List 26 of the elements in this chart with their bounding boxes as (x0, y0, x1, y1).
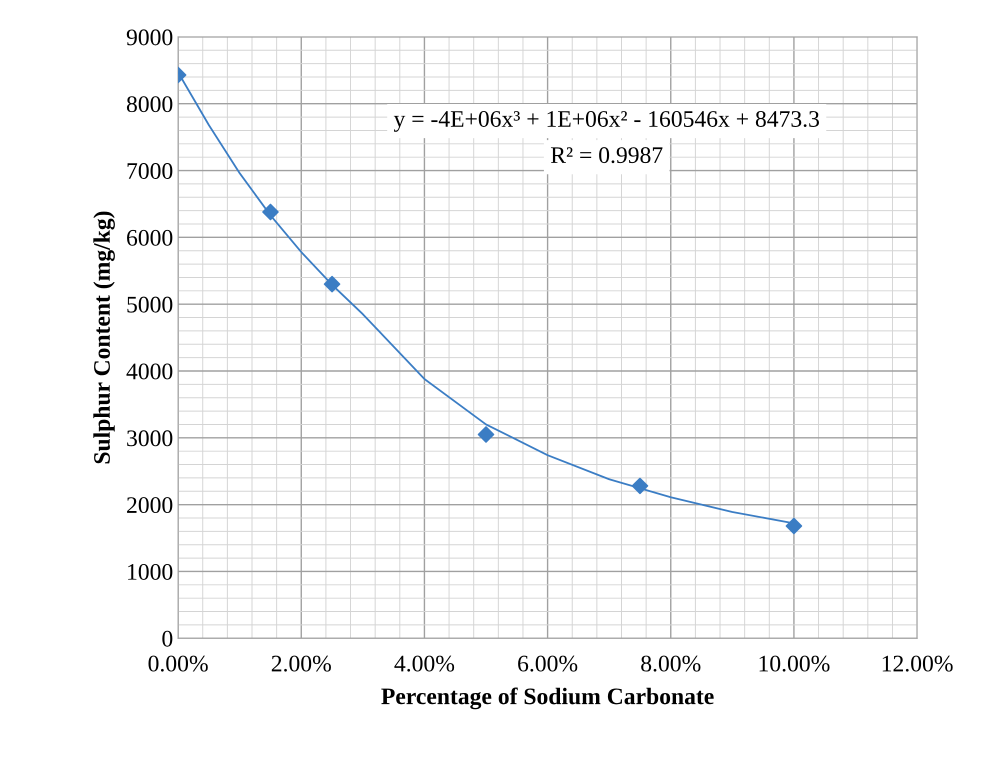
y-tick-label: 0 (162, 630, 172, 647)
y-tick-label: 4000 (126, 363, 172, 380)
x-tick-label: 6.00% (518, 656, 578, 672)
point (324, 276, 340, 292)
x-tick-label: 4.00% (394, 656, 454, 672)
y-tick-label: 9000 (126, 29, 172, 46)
point (262, 204, 279, 220)
y-tick-label: 3000 (127, 430, 172, 446)
point (478, 426, 494, 443)
annotation: R² = 0.9987 (550, 147, 662, 164)
y-tick-label: 7000 (128, 163, 172, 179)
point (786, 518, 802, 534)
x-tick-label: 12.00% (882, 656, 953, 672)
x-tick-label: 10.00% (760, 656, 830, 672)
y-tick-label: 1000 (128, 564, 172, 580)
point (632, 478, 648, 494)
y-tick-label: 6000 (127, 230, 172, 246)
x-tick-label: 8.00% (641, 656, 700, 672)
x-tick-label: 2.00% (272, 656, 331, 672)
x-tick-label: 0.00% (148, 656, 208, 672)
x-axis-title: Percentage of Sodium Carbonate (381, 687, 714, 710)
y-tick-label: 5000 (127, 296, 172, 313)
y-tick-label: 8000 (126, 96, 172, 112)
y-tick-label: 2000 (127, 497, 172, 514)
annotation: y = -4E+06x³ + 1E+06x² - 160546x + 8473.3 (394, 111, 819, 132)
y-axis-title: Sulphur Content (mg/kg) (93, 212, 115, 464)
